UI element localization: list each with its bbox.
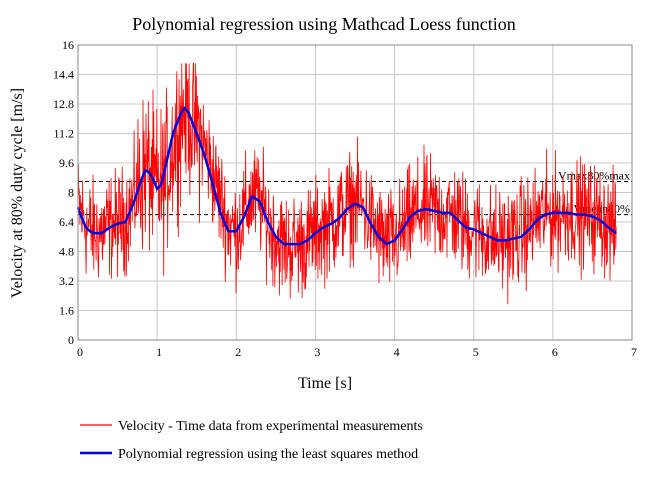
legend: Velocity - Time data from experimental m… — [80, 419, 423, 462]
legend-label-regression: Polynomial regression using the least sq… — [118, 447, 418, 462]
y-tick-label: 4.8 — [59, 245, 74, 259]
x-tick-label: 1 — [156, 345, 162, 359]
series-measured-line — [77, 63, 617, 305]
x-tick-label: 5 — [473, 345, 479, 359]
y-tick-label: 3.2 — [59, 274, 74, 288]
ref-label-vmax: Vmax80%max — [558, 168, 630, 182]
chart-title: Polynomial regression using Mathcad Loes… — [132, 14, 515, 34]
y-tick-label: 11.2 — [53, 127, 74, 141]
x-tick-label: 2 — [235, 345, 241, 359]
x-tick-label: 6 — [552, 345, 558, 359]
y-tick-labels: 0 1.6 3.2 4.8 6.4 8 9.6 11.2 12.8 14.4 16 — [53, 38, 74, 347]
x-tick-label: 0 — [77, 345, 83, 359]
series-regression-line — [76, 106, 617, 246]
y-tick-label: 16 — [62, 38, 74, 52]
x-tick-label: 4 — [394, 345, 400, 359]
y-tick-label: 12.8 — [53, 97, 74, 111]
x-tick-label: 7 — [631, 345, 637, 359]
y-axis-title: Velocity at 80% duty cycle [m/s] — [9, 88, 26, 298]
y-tick-label: 1.6 — [59, 304, 74, 318]
y-tick-label: 9.6 — [59, 156, 74, 170]
x-tick-label: 3 — [314, 345, 320, 359]
y-tick-label: 14.4 — [53, 68, 74, 82]
y-tick-label: 0 — [68, 333, 74, 347]
y-tick-label: 6.4 — [59, 215, 74, 229]
series-layer — [76, 63, 617, 305]
x-axis-title: Time [s] — [298, 375, 352, 392]
x-tick-labels: 0 1 2 3 4 5 6 7 — [77, 345, 637, 359]
legend-label-measured: Velocity - Time data from experimental m… — [118, 419, 423, 434]
plot-frame — [77, 44, 633, 341]
y-tick-label: 8 — [68, 186, 74, 200]
